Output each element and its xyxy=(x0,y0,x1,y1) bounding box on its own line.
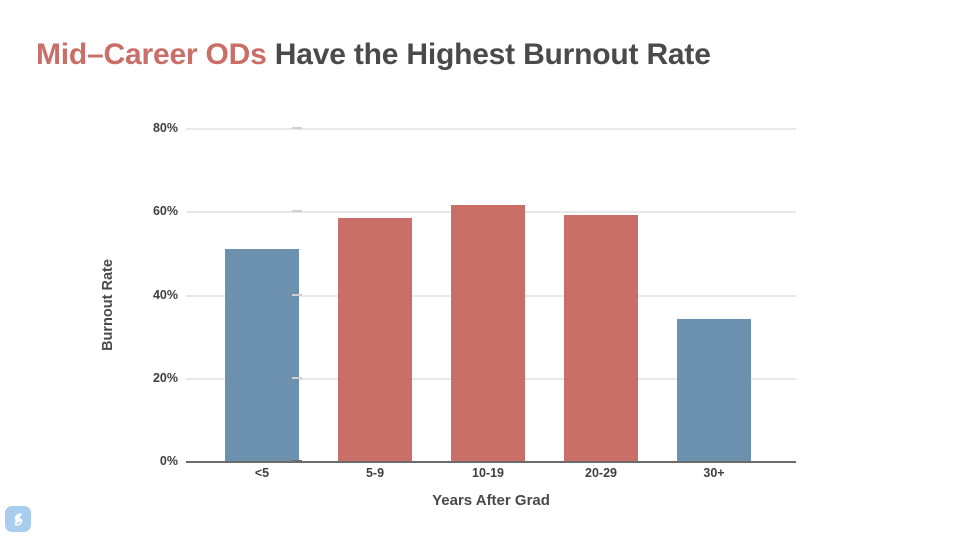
x-axis-tick-label: 10-19 xyxy=(472,466,504,480)
y-axis-ticks: 0% 20% 40% 60% 80% xyxy=(114,0,302,538)
y-axis-tick-label: 0% xyxy=(159,453,178,468)
x-axis-line xyxy=(186,461,796,463)
x-axis-title: Years After Grad xyxy=(432,492,550,509)
page-title-accent: Mid–Career ODs xyxy=(36,38,267,71)
app-logo[interactable] xyxy=(5,506,31,532)
bar[interactable] xyxy=(677,319,751,461)
gridline xyxy=(186,128,796,130)
x-axis-tick-label: 30+ xyxy=(703,466,725,480)
y-axis-title: Burnout Rate xyxy=(100,259,116,351)
plot-area xyxy=(186,128,796,461)
bar[interactable] xyxy=(564,215,638,461)
x-axis-tick-label: 5-9 xyxy=(365,466,385,480)
bar[interactable] xyxy=(338,217,412,461)
y-axis-tick-label: 40% xyxy=(152,287,178,302)
y-axis-tick-mark xyxy=(292,293,302,296)
y-axis-tick-mark xyxy=(292,127,302,129)
bar[interactable] xyxy=(451,205,525,461)
x-axis-tick-label: 20-29 xyxy=(585,466,617,480)
x-axis-tick-label: <5 xyxy=(254,466,270,480)
page-title-rest: Have the Highest Burnout Rate xyxy=(266,38,711,71)
lightning-s-icon xyxy=(14,512,22,526)
y-axis-tick-label: 80% xyxy=(152,120,178,135)
page-title: Mid–Career ODs Have the Highest Burnout … xyxy=(36,38,711,72)
y-axis-tick-mark xyxy=(292,376,302,379)
bar[interactable] xyxy=(225,248,299,461)
y-axis-tick-label: 60% xyxy=(152,204,178,218)
y-axis-tick-mark xyxy=(292,210,302,213)
y-axis-tick-label: 20% xyxy=(152,370,178,385)
